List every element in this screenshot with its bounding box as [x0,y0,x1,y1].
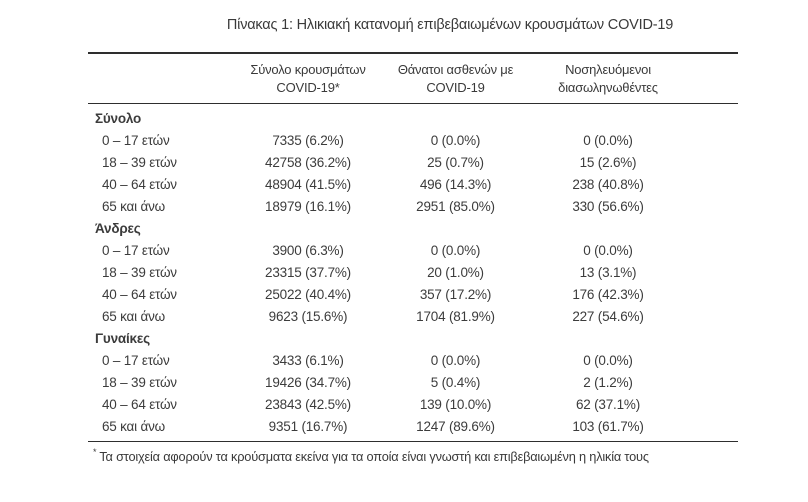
intubated-value: 13 (3.1%) [579,264,637,280]
age-label: 18 – 39 ετών [102,264,177,280]
age-label: 18 – 39 ετών [102,374,177,390]
cases-value: 3433 (6.1%) [272,352,344,368]
age-label: 65 και άνω [102,308,166,324]
intubated-value: 0 (0.0%) [583,352,633,368]
deaths-value: 357 (17.2%) [419,286,492,302]
cases-value: 3900 (6.3%) [272,242,344,258]
column-header-cases-line2: COVID-19* [276,79,340,95]
deaths-value: 1704 (81.9%) [416,308,495,324]
cases-value: 42758 (36.2%) [265,154,351,170]
intubated-value: 330 (56.6%) [572,198,644,214]
cases-value: 9351 (16.7%) [268,418,348,434]
table-row: 0 – 17 ετών 7335 (6.2%) 0 (0.0%) 0 (0.0%… [88,129,738,151]
intubated-value: 227 (54.6%) [572,308,644,324]
footnote-asterisk: * [93,447,97,457]
deaths-value: 139 (10.0%) [419,396,492,412]
age-label: 40 – 64 ετών [102,176,177,192]
cases-value: 9623 (15.6%) [268,308,348,324]
section-label: Σύνολο [95,110,142,126]
intubated-value: 238 (40.8%) [572,176,644,192]
cases-value: 18979 (16.1%) [265,198,351,214]
deaths-value: 2951 (85.0%) [416,198,495,214]
table-row: 40 – 64 ετών 23843 (42.5%) 139 (10.0%) 6… [88,393,738,415]
cases-value: 48904 (41.5%) [265,176,351,192]
cases-value: 7335 (6.2%) [272,132,344,148]
intubated-value: 103 (61.7%) [572,418,644,434]
age-label: 0 – 17 ετών [102,242,170,258]
table-body: Σύνολο 0 – 17 ετών 7335 (6.2%) 0 (0.0%) … [88,104,738,442]
cases-value: 23843 (42.5%) [265,396,351,412]
age-label: 65 και άνω [102,418,166,434]
cases-value: 25022 (40.4%) [265,286,351,302]
table-title: Πίνακας 1: Ηλικιακή κατανομή επιβεβαιωμέ… [226,17,674,33]
table-row: 65 και άνω 18979 (16.1%) 2951 (85.0%) 33… [88,195,738,217]
deaths-value: 20 (1.0%) [427,264,484,280]
intubated-value: 2 (1.2%) [583,374,633,390]
cases-value: 19426 (34.7%) [265,374,351,390]
column-header-cases: Σύνολο κρουσμάτων COVID-19* [233,61,383,96]
section-label: Άνδρες [95,220,141,236]
deaths-value: 25 (0.7%) [427,154,484,170]
section-label: Γυναίκες [95,330,150,346]
footnote-text: Τα στοιχεία αφορούν τα κρούσματα εκείνα … [99,449,649,464]
deaths-value: 0 (0.0%) [430,242,481,258]
deaths-value: 0 (0.0%) [430,132,481,148]
section-header-men: Άνδρες [88,217,738,239]
table-row: 0 – 17 ετών 3900 (6.3%) 0 (0.0%) 0 (0.0%… [88,239,738,261]
deaths-value: 496 (14.3%) [419,176,492,192]
age-label: 40 – 64 ετών [102,286,177,302]
table-row: 40 – 64 ετών 25022 (40.4%) 357 (17.2%) 1… [88,283,738,305]
age-label: 0 – 17 ετών [102,132,170,148]
column-header-deaths-line2: COVID-19 [426,79,485,95]
column-header-intubated: Νοσηλευόμενοι διασωληνωθέντες [528,61,688,96]
column-header-intubated-line1: Νοσηλευόμενοι [565,61,651,77]
column-header-intubated-line2: διασωληνωθέντες [558,79,658,95]
age-label: 40 – 64 ετών [102,396,177,412]
column-header-cases-line1: Σύνολο κρουσμάτων [250,61,366,77]
table-row: 18 – 39 ετών 42758 (36.2%) 25 (0.7%) 15 … [88,151,738,173]
table-row: 65 και άνω 9351 (16.7%) 1247 (89.6%) 103… [88,415,738,437]
age-label: 18 – 39 ετών [102,154,177,170]
age-label: 0 – 17 ετών [102,352,170,368]
intubated-value: 15 (2.6%) [579,154,637,170]
table-row: 65 και άνω 9623 (15.6%) 1704 (81.9%) 227… [88,305,738,327]
intubated-value: 0 (0.0%) [583,132,633,148]
deaths-value: 0 (0.0%) [430,352,481,368]
cases-value: 23315 (37.7%) [265,264,351,280]
table-header: Σύνολο κρουσμάτων COVID-19* Θάνατοι ασθε… [88,52,738,104]
table-row: 0 – 17 ετών 3433 (6.1%) 0 (0.0%) 0 (0.0%… [88,349,738,371]
age-label: 65 και άνω [102,198,166,214]
table-row: 18 – 39 ετών 19426 (34.7%) 5 (0.4%) 2 (1… [88,371,738,393]
deaths-value: 1247 (89.6%) [416,418,495,434]
column-header-deaths-line1: Θάνατοι ασθενών με [397,61,514,77]
table-row: 18 – 39 ετών 23315 (37.7%) 20 (1.0%) 13 … [88,261,738,283]
intubated-value: 0 (0.0%) [583,242,633,258]
deaths-value: 5 (0.4%) [430,374,481,390]
column-header-deaths: Θάνατοι ασθενών με COVID-19 [383,61,528,96]
section-header-total: Σύνολο [88,107,738,129]
table-footnote: * Τα στοιχεία αφορούν τα κρούσματα εκείνα… [88,447,738,464]
table-row: 40 – 64 ετών 48904 (41.5%) 496 (14.3%) 2… [88,173,738,195]
data-table: Σύνολο κρουσμάτων COVID-19* Θάνατοι ασθε… [88,52,738,464]
intubated-value: 176 (42.3%) [572,286,644,302]
intubated-value: 62 (37.1%) [575,396,641,412]
section-header-women: Γυναίκες [88,327,738,349]
